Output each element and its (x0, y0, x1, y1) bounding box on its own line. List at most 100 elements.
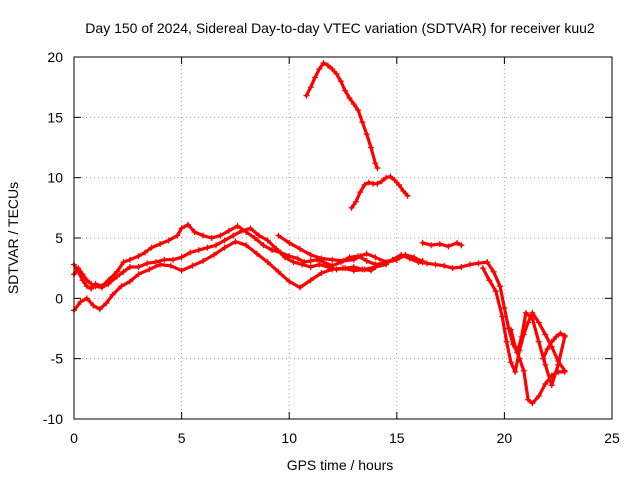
data-point-marker (411, 255, 418, 262)
data-point-marker (103, 300, 110, 307)
data-point-marker (363, 131, 370, 138)
data-point-marker (525, 319, 532, 326)
x-tick-label: 5 (178, 430, 186, 446)
data-point-marker (350, 101, 357, 108)
data-point-marker (348, 204, 355, 211)
data-point-marker (361, 266, 368, 273)
data-point-marker (178, 254, 185, 261)
data-point-marker (90, 302, 97, 309)
data-point-marker (126, 278, 133, 285)
data-point-marker (512, 343, 519, 350)
data-point-marker (466, 261, 473, 268)
data-point-marker (165, 237, 172, 244)
data-point-marker (296, 245, 303, 252)
data-point-marker (200, 232, 207, 239)
series-track-k (348, 173, 411, 211)
data-point-marker (387, 173, 394, 180)
data-point-marker (88, 280, 95, 287)
data-point-marker (378, 178, 385, 185)
data-point-marker (92, 283, 99, 290)
data-point-marker (264, 237, 271, 244)
data-point-marker (516, 355, 523, 362)
x-tick-label: 15 (389, 430, 405, 446)
data-point-marker (404, 192, 411, 199)
data-point-marker (251, 235, 258, 241)
data-point-marker (458, 263, 465, 270)
data-point-marker (402, 251, 409, 258)
data-point-marker (264, 259, 271, 266)
data-point-marker (535, 319, 542, 326)
data-point-marker (290, 259, 297, 266)
data-point-marker (490, 268, 497, 275)
x-tick-label: 0 (70, 430, 78, 446)
series-track-j (303, 60, 381, 172)
data-point-marker (135, 263, 142, 270)
data-point-marker (329, 66, 336, 73)
data-point-marker (486, 277, 493, 284)
data-point-marker (479, 265, 486, 272)
data-point-marker (340, 265, 346, 272)
data-point-marker (557, 330, 564, 337)
data-point-marker (299, 261, 306, 268)
data-point-marker (307, 257, 314, 264)
tick-label-layer: 0 5 10 15 20 25 -10 -5 0 5 10 15 20 (43, 49, 620, 446)
data-point-marker (324, 62, 331, 69)
series-track-c (71, 238, 390, 314)
data-point-marker (372, 160, 379, 167)
data-point-marker (120, 259, 127, 266)
data-point-marker (281, 254, 288, 261)
data-point-marker (525, 396, 532, 403)
data-point-marker (234, 222, 241, 229)
data-point-marker (395, 181, 402, 188)
data-point-marker (529, 400, 536, 407)
data-point-marker (512, 368, 519, 375)
data-point-marker (501, 304, 508, 311)
data-point-marker (135, 271, 142, 278)
data-point-marker (221, 244, 228, 251)
data-point-marker (359, 119, 366, 126)
data-point-marker (230, 232, 237, 239)
data-point-marker (204, 244, 211, 251)
data-point-marker (355, 107, 362, 114)
data-point-marker (329, 266, 336, 273)
data-point-marker (522, 309, 529, 316)
y-axis-label: SDTVAR / TECUs (5, 182, 21, 294)
y-tick-label: 5 (55, 230, 63, 246)
data-point-marker (286, 239, 293, 246)
data-point-marker (346, 95, 353, 102)
tick-layer (73, 56, 613, 420)
series-line (350, 174, 410, 210)
data-point-marker (428, 242, 435, 249)
data-point-marker (329, 256, 336, 263)
data-point-marker (200, 257, 207, 264)
data-point-marker (365, 179, 372, 186)
data-point-marker (178, 267, 185, 274)
data-point-marker (432, 261, 439, 268)
data-point-marker (191, 228, 198, 235)
y-tick-label: 15 (47, 109, 63, 125)
data-point-marker (507, 326, 514, 333)
data-point-marker (361, 181, 368, 188)
data-point-marker (167, 262, 174, 269)
data-point-marker (217, 232, 224, 239)
data-point-marker (83, 295, 90, 302)
data-point-marker (400, 187, 407, 194)
data-point-marker (243, 242, 250, 249)
data-point-marker (260, 242, 267, 249)
data-point-marker (337, 78, 344, 85)
data-point-marker (307, 263, 314, 270)
x-tick-label: 25 (604, 430, 620, 446)
data-point-marker (161, 256, 168, 263)
data-point-marker (275, 232, 282, 239)
data-point-marker (542, 381, 549, 388)
data-point-marker (268, 247, 275, 254)
data-point-marker (372, 263, 379, 270)
data-point-marker (503, 338, 510, 345)
data-point-marker (499, 313, 506, 320)
data-point-marker (286, 278, 293, 285)
data-point-marker (320, 60, 327, 67)
data-point-marker (126, 263, 133, 270)
data-point-marker (436, 241, 443, 248)
